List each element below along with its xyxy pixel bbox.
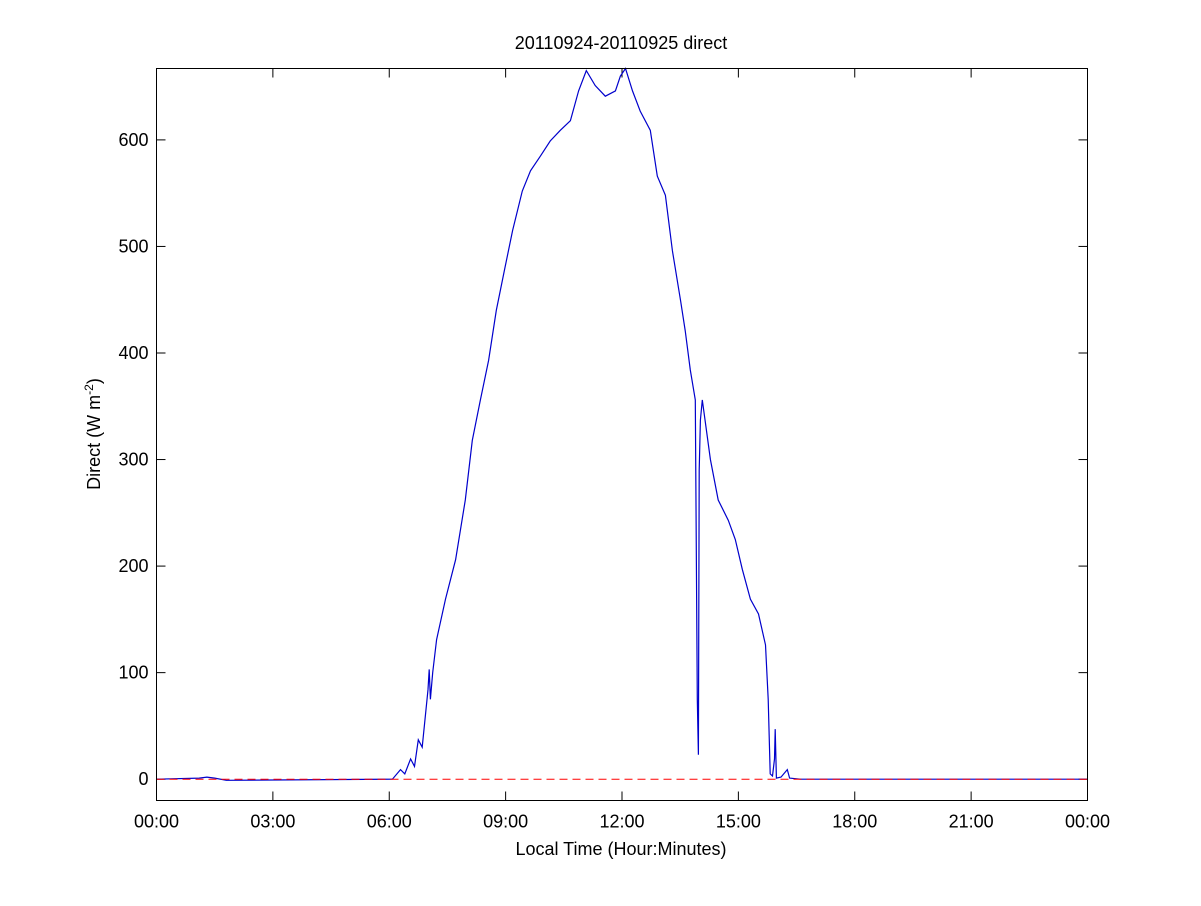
plot-frame (156, 68, 1088, 801)
y-tick-label: 300 (118, 450, 148, 470)
y-tick-label: 400 (118, 343, 148, 363)
y-tick-label: 500 (118, 236, 148, 256)
x-tick-label: 15:00 (716, 812, 761, 832)
y-tick-label: 600 (118, 130, 148, 150)
y-axis-label-superscript: -2 (82, 384, 96, 395)
x-axis-label: Local Time (Hour:Minutes) (515, 839, 726, 859)
x-tick-label: 18:00 (832, 812, 877, 832)
chart-title: 20110924-20110925 direct (515, 33, 728, 53)
x-tick-label: 12:00 (599, 812, 644, 832)
x-tick-label: 09:00 (483, 812, 528, 832)
y-axis-label-suffix: ) (84, 378, 104, 384)
y-axis-label-main: Direct (W m (84, 395, 104, 490)
series-line (156, 67, 1088, 781)
x-tick-label: 00:00 (134, 812, 179, 832)
x-tick-label: 03:00 (250, 812, 295, 832)
y-axis-label: Direct (W m-2) (82, 378, 104, 490)
x-tick-label: 06:00 (367, 812, 412, 832)
x-tick-label: 21:00 (949, 812, 994, 832)
y-tick-label: 100 (118, 663, 148, 683)
y-tick-label: 200 (118, 556, 148, 576)
y-tick-label: 0 (138, 769, 148, 789)
x-tick-label: 00:00 (1065, 812, 1110, 832)
